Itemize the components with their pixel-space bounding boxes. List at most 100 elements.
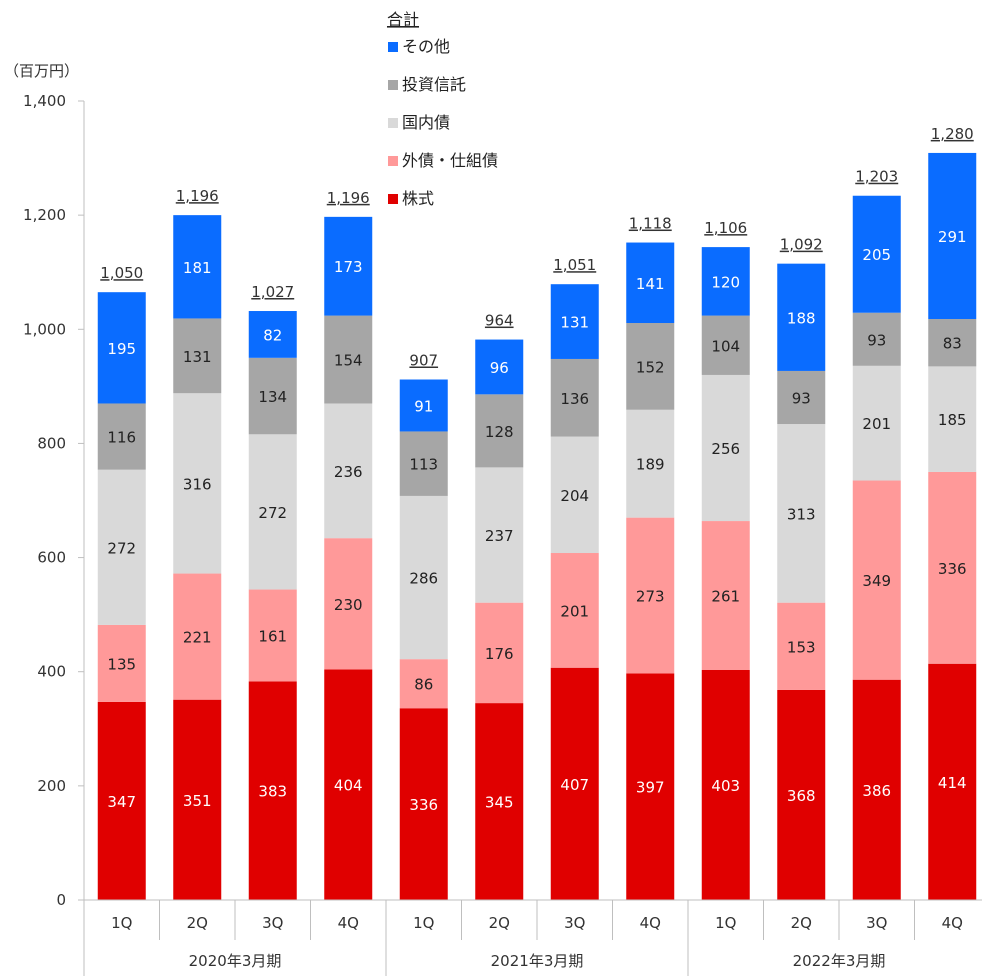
legend-title: 合計 (387, 10, 419, 29)
data-label: 93 (867, 331, 886, 349)
data-label: 286 (409, 570, 438, 588)
bar-segment (173, 215, 222, 319)
bar-segment (399, 495, 448, 660)
data-label: 135 (107, 655, 136, 673)
data-label: 345 (485, 794, 514, 812)
data-label: 236 (334, 463, 363, 481)
bar-segment (248, 589, 297, 682)
x-tick-label: 3Q (262, 914, 283, 932)
bar-segment (97, 469, 146, 625)
bar-segment (777, 370, 826, 425)
data-label: 141 (636, 275, 665, 293)
data-label: 136 (560, 390, 589, 408)
total-label: 1,196 (176, 187, 219, 205)
bar-segment (626, 409, 675, 518)
bar-segment (248, 357, 297, 435)
bar-segment (701, 374, 750, 522)
total-label: 1,203 (855, 168, 898, 186)
data-label: 120 (711, 273, 740, 291)
bar-segment (928, 319, 977, 367)
bar-segment (475, 467, 524, 603)
data-label: 131 (183, 348, 212, 366)
bar-segment (173, 573, 222, 700)
data-label: 407 (560, 776, 589, 794)
legend-label: 国内債 (402, 113, 450, 132)
bar-segment (324, 216, 373, 316)
bar-segment (324, 669, 373, 900)
bar-segment (852, 195, 901, 313)
data-label: 291 (938, 228, 967, 246)
bar-segment (852, 679, 901, 900)
data-label: 83 (943, 335, 962, 353)
data-label: 256 (711, 440, 740, 458)
bar-segment (852, 480, 901, 680)
bar-segment (626, 242, 675, 324)
data-label: 221 (183, 629, 212, 647)
total-label: 1,050 (100, 264, 143, 282)
x-tick-label: 2Q (187, 914, 208, 932)
bar-segment (475, 339, 524, 395)
x-tick-label: 3Q (866, 914, 887, 932)
value-labels: 347 135 272 116 195 1,050 351 221 316 131 181 1,196… (100, 125, 973, 814)
data-label: 313 (787, 505, 816, 523)
legend-swatch (388, 156, 398, 166)
data-label: 261 (711, 588, 740, 606)
bar-segment (550, 358, 599, 437)
legend-swatch (388, 42, 398, 52)
data-label: 86 (414, 676, 433, 694)
data-label: 152 (636, 358, 665, 376)
group-label: 2021年3月期 (491, 952, 584, 970)
bar-segment (248, 681, 297, 900)
group-label: 2020年3月期 (189, 952, 282, 970)
bar-segment (97, 292, 146, 404)
y-tick-label: 0 (56, 891, 66, 909)
data-label: 351 (183, 792, 212, 810)
data-label: 205 (862, 246, 891, 264)
x-tick-label: 1Q (715, 914, 736, 932)
data-label: 161 (258, 627, 287, 645)
bar-segment (399, 379, 448, 432)
bar-segment (777, 689, 826, 900)
data-label: 272 (258, 504, 287, 522)
bar-segment (852, 365, 901, 481)
y-tick-label: 1,000 (23, 320, 66, 338)
legend-swatch (388, 194, 398, 204)
total-label: 1,196 (327, 189, 370, 207)
x-axis: 1Q 2Q 3Q 4Q 1Q 2Q 3Q 4Q 1Q 2Q 3Q 4Q 2020年3月期 2021年3月期… (83, 899, 982, 976)
data-label: 189 (636, 456, 665, 474)
bar-segment (550, 553, 599, 668)
bar-segment (248, 434, 297, 590)
y-tick-label: 1,400 (23, 92, 66, 110)
data-label: 204 (560, 487, 589, 505)
bar-segment (97, 701, 146, 900)
total-label: 964 (485, 312, 514, 330)
data-label: 386 (862, 782, 891, 800)
data-label: 201 (862, 415, 891, 433)
data-label: 336 (409, 796, 438, 814)
bar-segment (475, 394, 524, 468)
legend-label: 株式 (402, 189, 434, 208)
data-label: 181 (183, 259, 212, 277)
bar-segment (777, 424, 826, 603)
bar-segment (928, 152, 977, 320)
data-label: 134 (258, 388, 287, 406)
bar-segment (626, 323, 675, 410)
bar-segment (173, 318, 222, 394)
bar-segment (701, 521, 750, 671)
data-label: 82 (263, 326, 282, 344)
data-label: 403 (711, 777, 740, 795)
data-label: 273 (636, 588, 665, 606)
x-tick-label: 4Q (338, 914, 359, 932)
y-tick-label: 200 (37, 777, 66, 795)
x-tick-label: 4Q (942, 914, 963, 932)
data-label: 195 (107, 340, 136, 358)
total-label: 1,118 (629, 215, 672, 233)
total-label: 1,106 (704, 219, 747, 237)
y-tick-label: 1,200 (23, 206, 66, 224)
data-label: 316 (183, 475, 212, 493)
bar-segment (97, 403, 146, 470)
total-label: 1,027 (251, 283, 294, 301)
data-label: 368 (787, 787, 816, 805)
